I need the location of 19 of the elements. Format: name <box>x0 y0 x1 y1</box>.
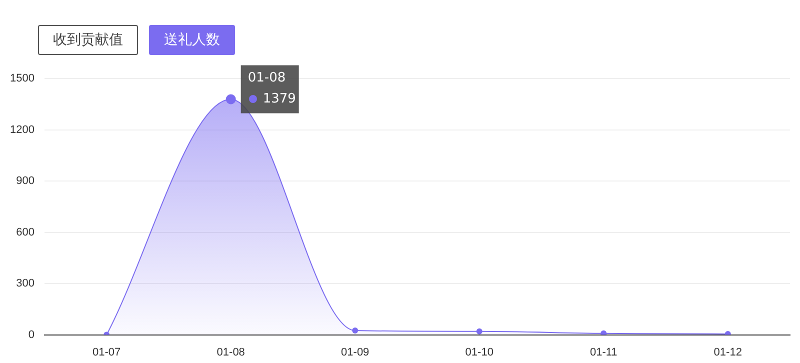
y-tick-label: 300 <box>16 278 34 290</box>
y-tick-label: 1500 <box>10 72 34 85</box>
text: 收到贡献值 <box>38 25 138 55</box>
y-tick-label: 600 <box>16 226 34 238</box>
y-tick-label: 1200 <box>10 124 34 136</box>
point <box>352 328 358 334</box>
x-tick-label: 01-07 <box>92 346 121 358</box>
x-tick-label: 01-08 <box>216 346 245 358</box>
x-tick-label: 01-11 <box>590 346 618 358</box>
text: 送礼人数 <box>149 25 235 55</box>
x-tick-label: 01-09 <box>341 346 370 358</box>
x-tick-label: 01-12 <box>714 346 742 358</box>
y-tick-label: 0 <box>28 328 34 341</box>
annotation: 1379 <box>262 92 296 107</box>
point <box>476 328 482 334</box>
point <box>600 330 607 335</box>
annotation: 01-08 <box>248 70 286 86</box>
x-tick-label: 01-10 <box>465 346 494 358</box>
y-tick-label: 900 <box>16 175 34 188</box>
